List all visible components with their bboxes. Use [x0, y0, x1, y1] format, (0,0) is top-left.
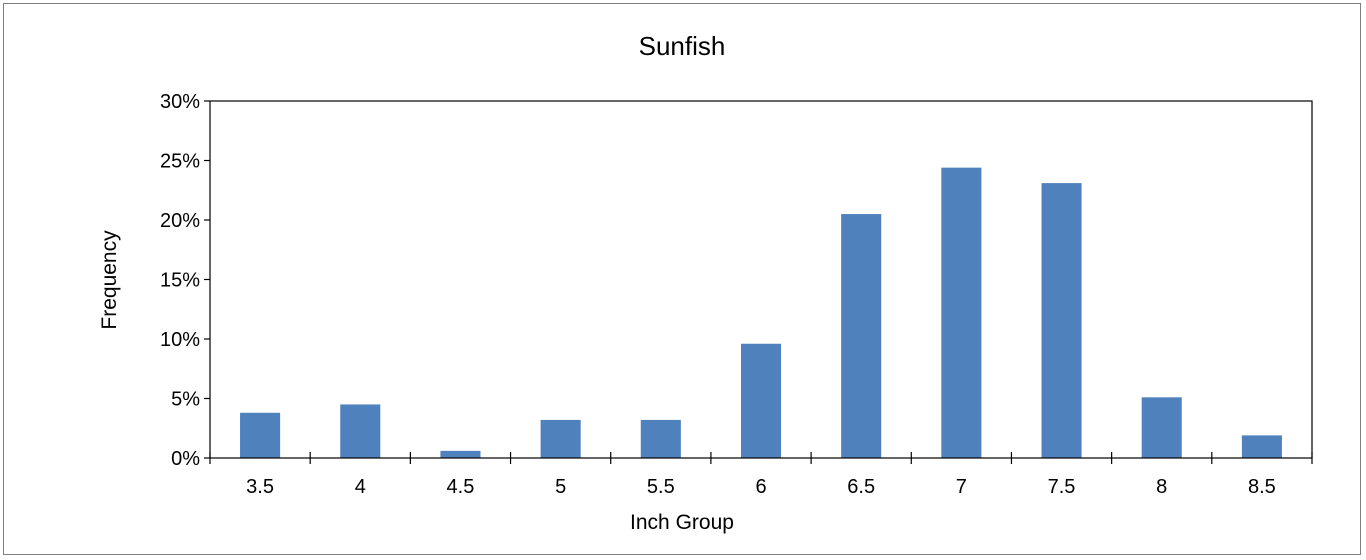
chart-frame	[3, 3, 1361, 555]
x-tick-label: 7	[956, 476, 967, 498]
chart-title: Sunfish	[639, 31, 726, 61]
bar-5.5	[640, 419, 681, 458]
y-tick-label: 0%	[171, 448, 200, 470]
x-tick-label: 5.5	[647, 476, 675, 498]
x-axis-label: Inch Group	[630, 511, 734, 534]
y-tick-label: 10%	[160, 329, 200, 351]
bar-6	[740, 343, 782, 458]
bar-6.5	[841, 214, 882, 458]
x-tick-label: 5	[555, 476, 566, 498]
x-tick-label: 7.5	[1048, 476, 1076, 498]
y-tick-label: 30%	[160, 91, 200, 113]
y-tick-label: 5%	[171, 389, 200, 411]
bar-3.5	[240, 412, 281, 458]
x-tick-label: 8	[1156, 476, 1167, 498]
x-tick-label: 4.5	[447, 476, 475, 498]
bar-7	[941, 167, 982, 458]
bar-4	[340, 404, 381, 458]
y-axis-label: Frequency	[98, 230, 121, 330]
x-tick-label: 4	[355, 476, 366, 498]
x-tick-label: 6	[755, 476, 766, 498]
bar-7.5	[1041, 183, 1082, 459]
x-tick-label: 8.5	[1248, 476, 1276, 498]
bar-8.5	[1241, 435, 1282, 458]
x-tick-label: 3.5	[246, 476, 274, 498]
y-tick-label: 20%	[160, 210, 200, 232]
y-tick-label: 15%	[160, 270, 200, 292]
bar-8	[1141, 397, 1182, 458]
x-tick-label: 6.5	[847, 476, 875, 498]
plot-area: 0% 5% 10% 15% 20% 25% 30% 3.5 4 4.5 5 5.5 6 6.5 7 7.5 8 8…	[160, 91, 1313, 498]
y-tick-label: 25%	[160, 151, 200, 173]
bar-5	[540, 419, 581, 458]
bar-4.5	[440, 450, 481, 458]
